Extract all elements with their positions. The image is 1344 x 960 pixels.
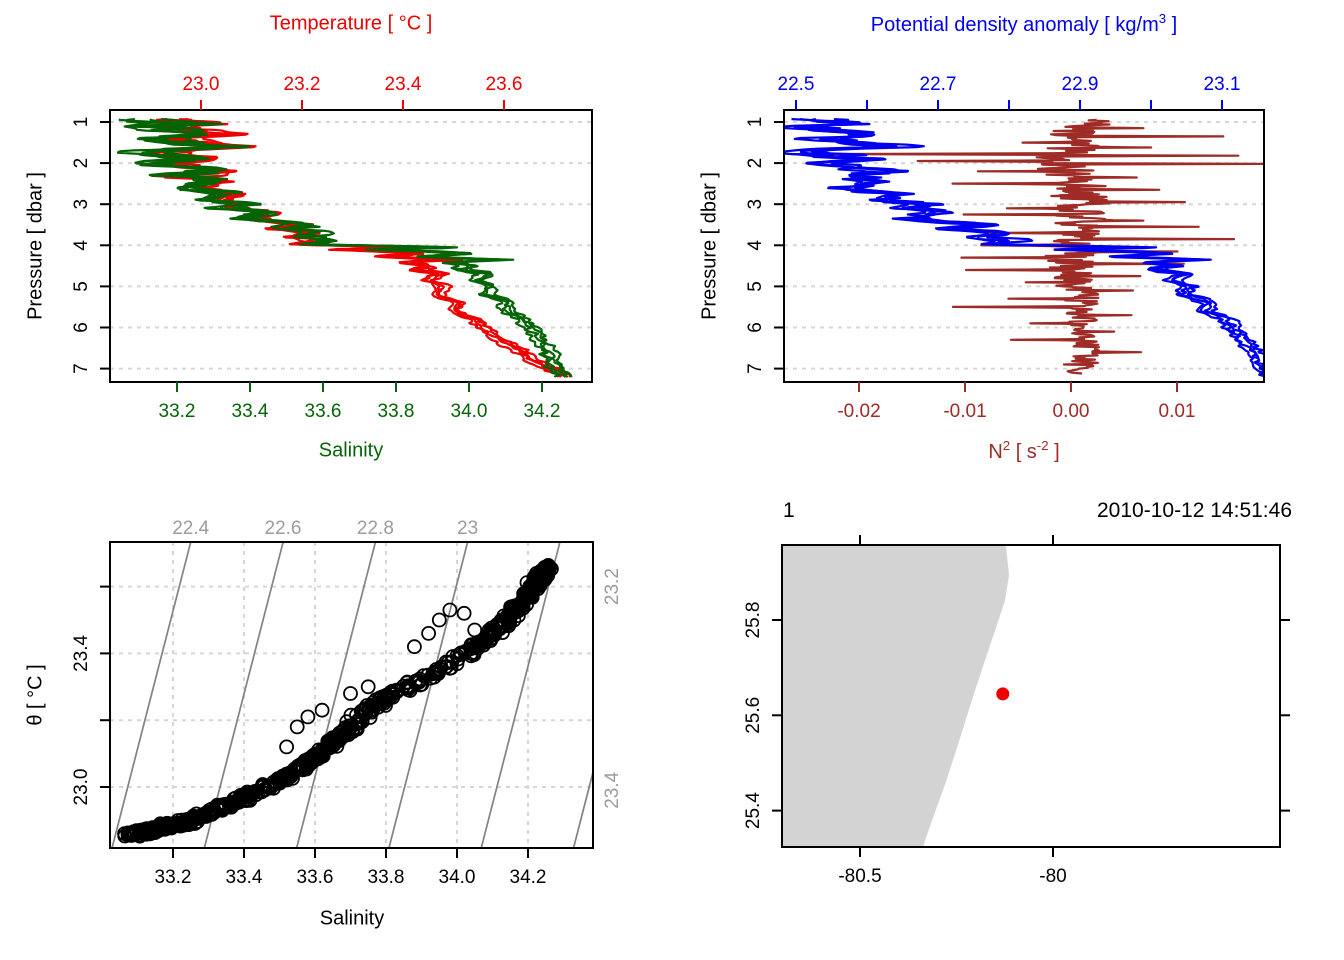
svg-text:34.2: 34.2 xyxy=(510,867,547,888)
svg-text:33.8: 33.8 xyxy=(378,401,415,422)
station-marker xyxy=(996,687,1010,701)
svg-text:22.9: 22.9 xyxy=(1062,74,1099,95)
svg-text:1: 1 xyxy=(745,117,766,128)
svg-text:34.0: 34.0 xyxy=(439,867,476,888)
svg-text:33.6: 33.6 xyxy=(305,401,342,422)
svg-text:34.2: 34.2 xyxy=(524,401,561,422)
svg-text:25.4: 25.4 xyxy=(743,792,764,829)
svg-text:23.2: 23.2 xyxy=(284,74,321,95)
panel-ts-diagram: 33.2 33.4 33.6 33.8 34.0 34.2 23.0 23.4 22.4 22.6… xyxy=(71,518,623,888)
isopycnal-label-top: 22.4 xyxy=(172,518,209,539)
theta-axis-title: θ [ °C ] xyxy=(24,664,47,726)
isopycnal-label-top: 23 xyxy=(457,518,478,539)
isopycnal-label-top: 22.8 xyxy=(357,518,394,539)
isopycnal-label-right: 23.2 xyxy=(602,568,623,605)
isopycnal-contour xyxy=(388,542,469,848)
svg-text:7: 7 xyxy=(745,363,766,374)
isopycnal-contour xyxy=(480,542,561,848)
svg-text:3: 3 xyxy=(745,199,766,210)
svg-text:-0.02: -0.02 xyxy=(837,401,880,422)
salinity-axis-title-top-panel: Salinity xyxy=(318,439,384,462)
salinity-axis-title-bottom-panel: Salinity xyxy=(319,907,385,930)
svg-text:23.0: 23.0 xyxy=(71,769,92,806)
svg-text:5: 5 xyxy=(71,281,92,292)
svg-text:25.8: 25.8 xyxy=(743,602,764,639)
svg-text:23.4: 23.4 xyxy=(71,634,92,671)
land-polygon xyxy=(782,545,1009,847)
svg-text:4: 4 xyxy=(71,240,92,251)
svg-text:0.01: 0.01 xyxy=(1159,401,1196,422)
isopycnal-label-right: 23.4 xyxy=(602,771,623,808)
svg-text:3: 3 xyxy=(71,199,92,210)
panel-station-map: -80.5 -80 25.8 25.6 25.4 xyxy=(743,535,1290,887)
svg-text:6: 6 xyxy=(745,322,766,333)
svg-text:-80: -80 xyxy=(1039,866,1066,887)
svg-text:2: 2 xyxy=(71,158,92,169)
svg-text:25.6: 25.6 xyxy=(743,697,764,734)
svg-text:-80.5: -80.5 xyxy=(838,866,881,887)
svg-text:1: 1 xyxy=(71,117,92,128)
svg-text:5: 5 xyxy=(745,281,766,292)
svg-text:33.4: 33.4 xyxy=(226,867,263,888)
svg-text:33.8: 33.8 xyxy=(368,867,405,888)
isopycnal-contour xyxy=(572,768,593,848)
svg-text:6: 6 xyxy=(71,322,92,333)
svg-text:23.4: 23.4 xyxy=(385,74,422,95)
station-number-label: 1 xyxy=(783,499,795,522)
isopycnal-label-top: 22.6 xyxy=(265,518,302,539)
svg-text:33.2: 33.2 xyxy=(159,401,196,422)
svg-text:23.0: 23.0 xyxy=(183,74,220,95)
svg-text:34.0: 34.0 xyxy=(451,401,488,422)
svg-text:22.7: 22.7 xyxy=(920,74,957,95)
n2-axis-title: N2 [ s-2 ] xyxy=(988,438,1060,463)
temperature-axis-title: Temperature [ °C ] xyxy=(269,12,433,35)
pressure-axis-title-left-panel: Pressure [ dbar ] xyxy=(24,172,47,320)
svg-text:0.00: 0.00 xyxy=(1053,401,1090,422)
svg-text:22.5: 22.5 xyxy=(778,74,815,95)
svg-text:23.6: 23.6 xyxy=(486,74,523,95)
svg-text:23.1: 23.1 xyxy=(1204,74,1241,95)
isopycnal-contour xyxy=(295,542,377,848)
svg-text:4: 4 xyxy=(745,240,766,251)
svg-text:33.6: 33.6 xyxy=(297,867,334,888)
svg-text:33.2: 33.2 xyxy=(155,867,192,888)
svg-text:33.4: 33.4 xyxy=(232,401,269,422)
pressure-axis-title-right-panel: Pressure [ dbar ] xyxy=(698,172,721,320)
station-datetime-label: 2010-10-12 14:51:46 xyxy=(1097,499,1292,522)
isopycnal-contour xyxy=(203,542,284,848)
isopycnal-contour xyxy=(111,542,192,848)
panel-density-n2-profile: 22.5 22.7 22.9 23.1 -0.02 -0.01 0.00 0.01 1 2 3 4 5 6… xyxy=(745,74,1265,422)
panel-temperature-salinity-profile: 23.0 23.2 23.4 23.6 33.2 33.4 33.6 33.8 34.0 34.2… xyxy=(71,74,593,422)
density-axis-title: Potential density anomaly [ kg/m3 ] xyxy=(870,11,1178,36)
svg-text:7: 7 xyxy=(71,363,92,374)
svg-text:-0.01: -0.01 xyxy=(943,401,986,422)
svg-text:2: 2 xyxy=(745,158,766,169)
